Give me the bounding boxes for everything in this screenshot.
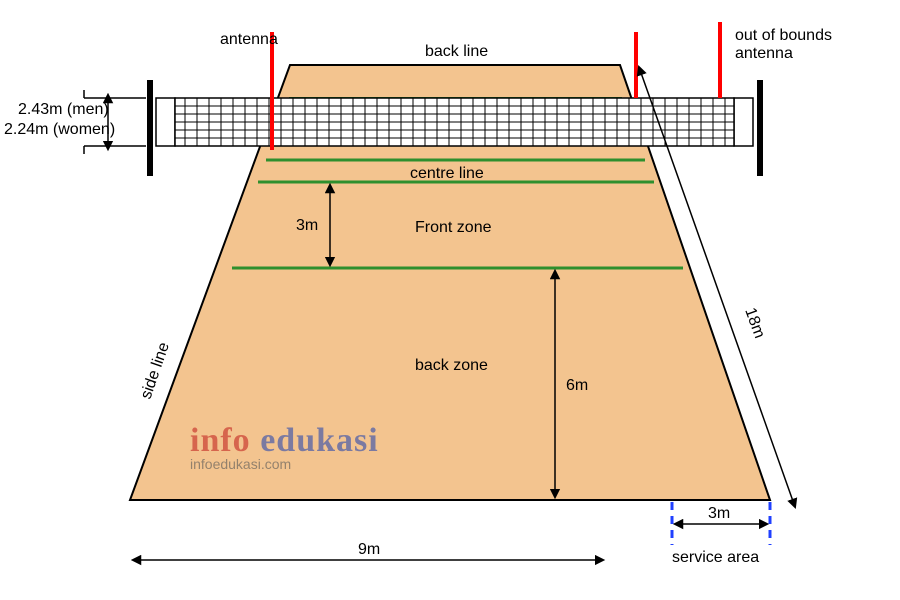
label-back-zone: back zone: [415, 357, 488, 374]
label-side-line: side line: [138, 340, 173, 401]
label-front-zone: Front zone: [415, 219, 492, 236]
label-d3m-front: 3m: [296, 217, 318, 234]
label-net-men: 2.43m (men): [18, 101, 109, 118]
label-back-line: back line: [425, 43, 488, 60]
label-service-area: service area: [672, 549, 759, 566]
label-d3m-service: 3m: [708, 505, 730, 522]
label-d9m: 9m: [358, 541, 380, 558]
label-out-antenna-1: out of bounds: [735, 27, 832, 44]
net-mesh: [175, 98, 734, 146]
label-out-antenna-2: antenna: [735, 45, 793, 62]
net-strip-right: [734, 98, 753, 146]
label-centre-line: centre line: [410, 165, 484, 182]
label-net-women: 2.24m (women): [4, 121, 115, 138]
label-d6m: 6m: [566, 377, 588, 394]
net-strip-left: [156, 98, 175, 146]
label-d18m: 18m: [741, 306, 768, 341]
label-antenna: antenna: [220, 31, 278, 48]
